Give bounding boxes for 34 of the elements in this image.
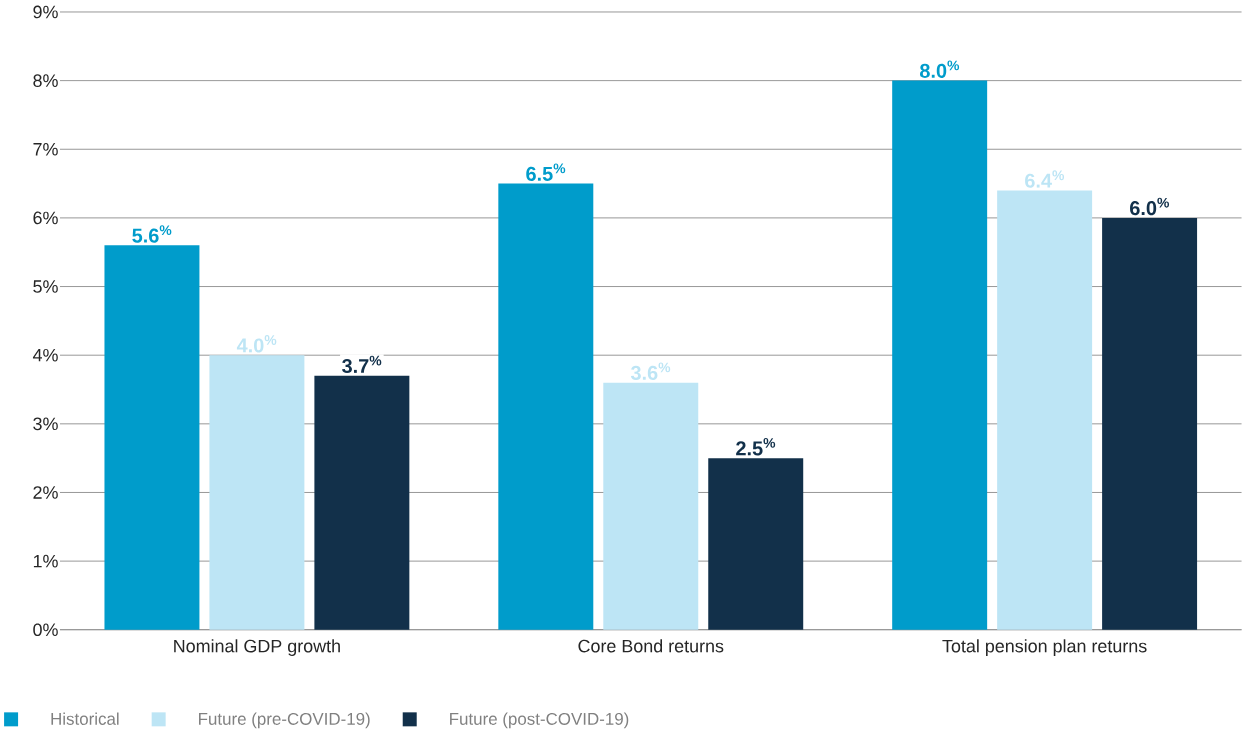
data-label: 6.4$^{%}$ (1025, 170, 1065, 188)
x-tick-label: Total pension plan returns (942, 639, 1147, 657)
bar (892, 80, 988, 630)
data-label: 3.7$^{%}$ (342, 355, 382, 374)
bar (603, 382, 699, 630)
y-tick-label: 7% (33, 143, 58, 156)
data-label: 6.0$^{%}$ (1130, 197, 1170, 216)
y-tick-label: 4% (32, 349, 58, 362)
y-tick-label: 2% (33, 486, 58, 499)
legend-label: Future (post-COVID-19) (450, 712, 629, 729)
bar (209, 355, 305, 630)
bar (708, 458, 804, 630)
y-tick-label: 5% (33, 280, 58, 293)
x-tick-label: Core Bond returns (578, 639, 724, 653)
x-tick-label: Nominal GDP growth (174, 639, 340, 657)
data-label: 5.6$^{%}$ (132, 225, 172, 243)
bar (498, 183, 594, 630)
y-tick-label: 8% (33, 74, 58, 88)
bar (997, 190, 1093, 630)
y-tick-label: 9% (33, 5, 58, 19)
data-label: 8.0$^{%}$ (920, 60, 960, 79)
data-label: 3.6$^{%}$ (630, 362, 671, 381)
data-label: 4.0$^{%}$ (236, 335, 277, 353)
data-label: 6.5$^{%}$ (526, 163, 566, 182)
y-tick-label: 1% (33, 554, 58, 568)
bar (104, 245, 200, 630)
legend-label: Future (pre-COVID-19) (199, 712, 370, 729)
data-label: 2.5$^{%}$ (736, 438, 776, 456)
bar (1102, 218, 1198, 630)
y-tick-label: 3% (33, 417, 58, 431)
bar (314, 375, 410, 630)
y-tick-label: 0% (33, 623, 58, 637)
y-tick-label: 6% (33, 211, 58, 225)
legend-label: Historical (51, 712, 119, 726)
